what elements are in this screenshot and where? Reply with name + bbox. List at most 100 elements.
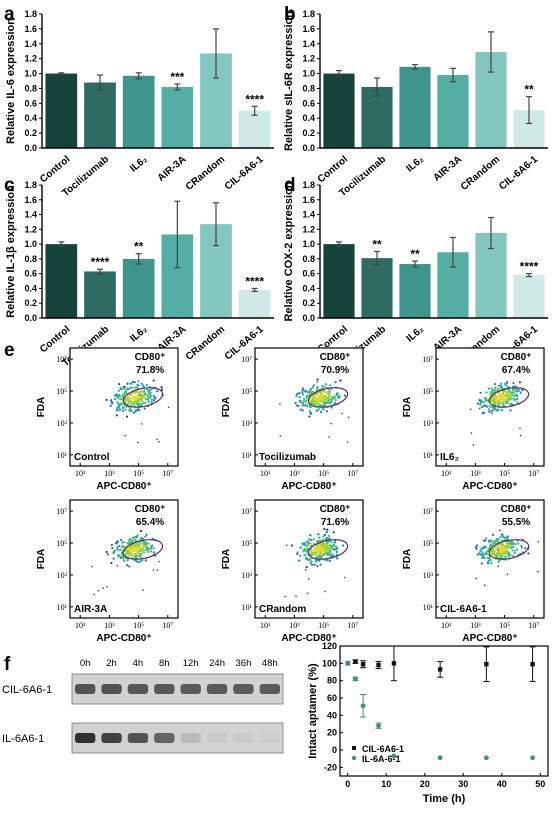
flow-event: [514, 387, 517, 391]
flow-event: [97, 589, 100, 592]
y-tick-label: 10³: [242, 419, 253, 428]
flow-event: [319, 563, 322, 566]
flow-event: [330, 541, 333, 544]
flow-event: [316, 565, 319, 568]
flow-event: [488, 546, 492, 549]
flow-event: [480, 406, 483, 409]
flow-event: [322, 408, 325, 411]
flow-event: [318, 403, 321, 406]
gate-ellipse: [122, 539, 164, 560]
flow-event: [323, 527, 326, 531]
flow-event: [125, 415, 129, 418]
flow-event: [341, 412, 343, 415]
flow-event: [147, 550, 150, 554]
flow-event: [498, 554, 501, 557]
flow-event: [314, 547, 317, 551]
flow-event: [113, 398, 117, 401]
flow-event: [121, 541, 124, 544]
flow-event: [138, 395, 141, 398]
significance-mark: ***: [170, 70, 184, 84]
flow-event: [310, 551, 313, 554]
flow-event: [117, 553, 120, 557]
category-label: IL6₂: [128, 154, 150, 175]
flow-event: [136, 390, 139, 393]
flow-event: [125, 550, 128, 554]
flow-event: [470, 432, 473, 434]
flow-event: [500, 382, 503, 385]
flow-event: [493, 403, 496, 406]
panel-label-a: a: [4, 4, 15, 25]
degradation-plot: 0 10 20 30 40 50 -20 0 20 40 60 80 100 120 Time (h) Int…: [307, 641, 549, 805]
y-tick-label: 100: [322, 658, 337, 668]
category-label: Control: [316, 154, 350, 185]
panel-label-f: f: [4, 654, 11, 675]
flow-event: [514, 390, 517, 393]
lane-label: 36h: [236, 658, 252, 669]
flow-plot: 10¹ 10¹ 10³ 10³ 10⁵ 10⁵ 10⁷ 10⁷ CD80⁺ 70.9% Tocili…: [221, 347, 364, 492]
flow-event: [134, 386, 137, 389]
flow-event: [505, 542, 509, 545]
flow-event: [106, 553, 109, 556]
flow-event: [121, 394, 124, 397]
y-tick-label: 10⁷: [241, 355, 252, 364]
flow-event: [326, 391, 329, 394]
flow-event: [93, 593, 95, 596]
flow-event: [127, 401, 130, 404]
flow-event: [318, 395, 321, 398]
flow-event: [124, 408, 127, 411]
flow-event: [328, 559, 331, 562]
y-axis-label: FDA: [36, 397, 47, 418]
flow-event: [132, 402, 135, 405]
bar: [323, 73, 355, 148]
flow-event: [324, 395, 328, 398]
flow-event: [479, 549, 482, 552]
flow-event: [509, 409, 512, 412]
flow-event: [330, 422, 332, 425]
legend-marker: [352, 746, 356, 750]
flow-event: [152, 547, 155, 550]
flow-event: [485, 391, 488, 394]
flow-event: [319, 404, 322, 408]
flow-event: [336, 392, 339, 395]
y-tick-label: 1.8: [302, 9, 315, 19]
panel-label-e: e: [4, 340, 15, 361]
flow-event: [304, 400, 307, 404]
flow-event: [321, 539, 324, 542]
y-tick-label: 10¹: [57, 603, 68, 612]
sample-name: Tocilizumab: [259, 452, 316, 463]
flow-event: [324, 549, 327, 552]
flow-event: [135, 559, 138, 562]
y-tick-label: 1.2: [24, 224, 37, 234]
flow-event: [328, 436, 330, 438]
flow-event: [125, 391, 128, 394]
flow-event: [298, 559, 301, 562]
flow-event: [128, 399, 131, 403]
flow-event: [135, 547, 138, 551]
flow-event: [493, 401, 496, 404]
y-tick-label: 0.4: [302, 283, 315, 293]
flow-event: [150, 544, 153, 548]
data-point: [437, 755, 443, 761]
flow-event: [140, 382, 143, 385]
y-tick-label: 0.4: [302, 113, 315, 123]
flow-event: [128, 537, 131, 541]
panel-label-b: b: [284, 4, 296, 25]
flow-event: [489, 544, 492, 547]
flow-event: [142, 548, 145, 551]
flow-event: [130, 553, 133, 556]
flow-event: [308, 410, 311, 413]
x-tick-label: 10¹: [260, 621, 271, 630]
significance-mark: **: [372, 238, 382, 252]
flow-event: [115, 414, 118, 417]
flow-event: [305, 396, 308, 400]
flow-event: [121, 402, 124, 405]
flow-event: [134, 552, 137, 556]
y-axis-label: Relative COX-2 expression: [283, 181, 295, 321]
flow-event: [330, 400, 333, 403]
y-tick-label: -20: [324, 762, 337, 772]
flow-event: [483, 584, 486, 586]
sample-name: IL6₂: [440, 452, 459, 463]
flow-event: [317, 549, 320, 552]
flow-event: [138, 542, 141, 545]
